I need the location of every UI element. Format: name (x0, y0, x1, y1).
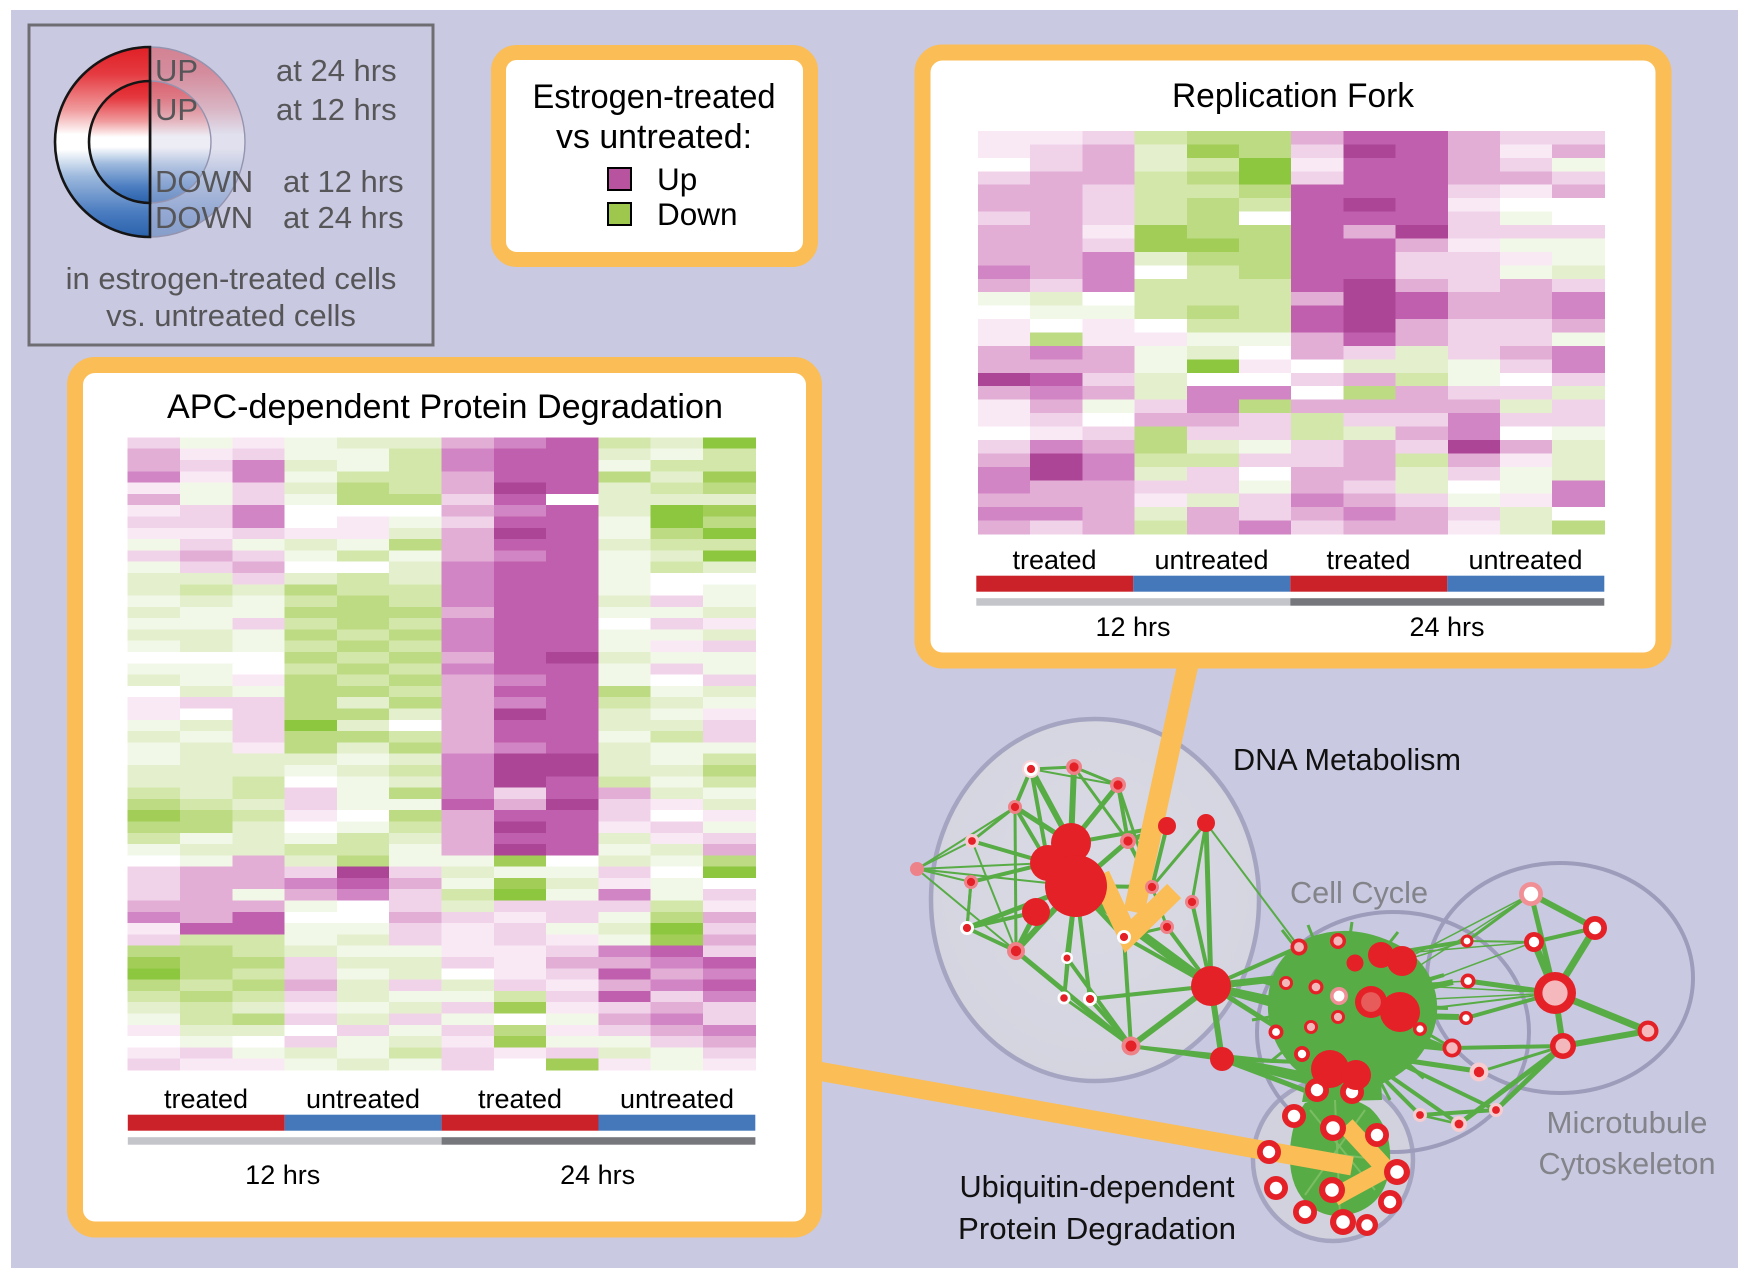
svg-text:at 24 hrs: at 24 hrs (276, 53, 397, 88)
svg-text:Replication Fork: Replication Fork (1172, 77, 1415, 115)
svg-text:vs. untreated cells: vs. untreated cells (106, 298, 356, 333)
svg-text:at 12 hrs: at 12 hrs (276, 92, 397, 127)
svg-text:UP: UP (155, 92, 198, 127)
svg-text:treated: treated (1326, 545, 1410, 575)
svg-text:at 24 hrs: at 24 hrs (283, 200, 404, 235)
svg-text:DNA Metabolism: DNA Metabolism (1233, 742, 1461, 777)
svg-text:24 hrs: 24 hrs (1409, 612, 1484, 642)
svg-text:Cytoskeleton: Cytoskeleton (1539, 1146, 1716, 1181)
svg-text:Microtubule: Microtubule (1547, 1105, 1708, 1140)
svg-text:untreated: untreated (1154, 545, 1268, 575)
svg-text:24 hrs: 24 hrs (560, 1160, 635, 1190)
svg-text:Cell Cycle: Cell Cycle (1290, 875, 1428, 910)
svg-text:untreated: untreated (620, 1084, 734, 1114)
svg-text:12 hrs: 12 hrs (245, 1160, 320, 1190)
svg-text:treated: treated (1012, 545, 1096, 575)
svg-text:treated: treated (164, 1084, 248, 1114)
svg-text:Ubiquitin-dependent: Ubiquitin-dependent (960, 1169, 1235, 1204)
svg-text:12 hrs: 12 hrs (1095, 612, 1170, 642)
svg-text:Up: Up (657, 161, 697, 197)
svg-text:DOWN: DOWN (155, 200, 253, 235)
svg-text:untreated: untreated (1468, 545, 1582, 575)
svg-text:vs untreated:: vs untreated: (556, 118, 752, 156)
svg-text:treated: treated (478, 1084, 562, 1114)
svg-text:Protein Degradation: Protein Degradation (958, 1211, 1236, 1246)
svg-text:UP: UP (155, 53, 198, 88)
svg-text:Estrogen-treated: Estrogen-treated (533, 78, 776, 116)
svg-text:in estrogen-treated cells: in estrogen-treated cells (66, 261, 397, 296)
svg-text:APC-dependent Protein Degradat: APC-dependent Protein Degradation (167, 388, 723, 426)
svg-text:at 12 hrs: at 12 hrs (283, 164, 404, 199)
svg-text:Down: Down (657, 196, 738, 232)
svg-text:untreated: untreated (306, 1084, 420, 1114)
svg-text:DOWN: DOWN (155, 164, 253, 199)
